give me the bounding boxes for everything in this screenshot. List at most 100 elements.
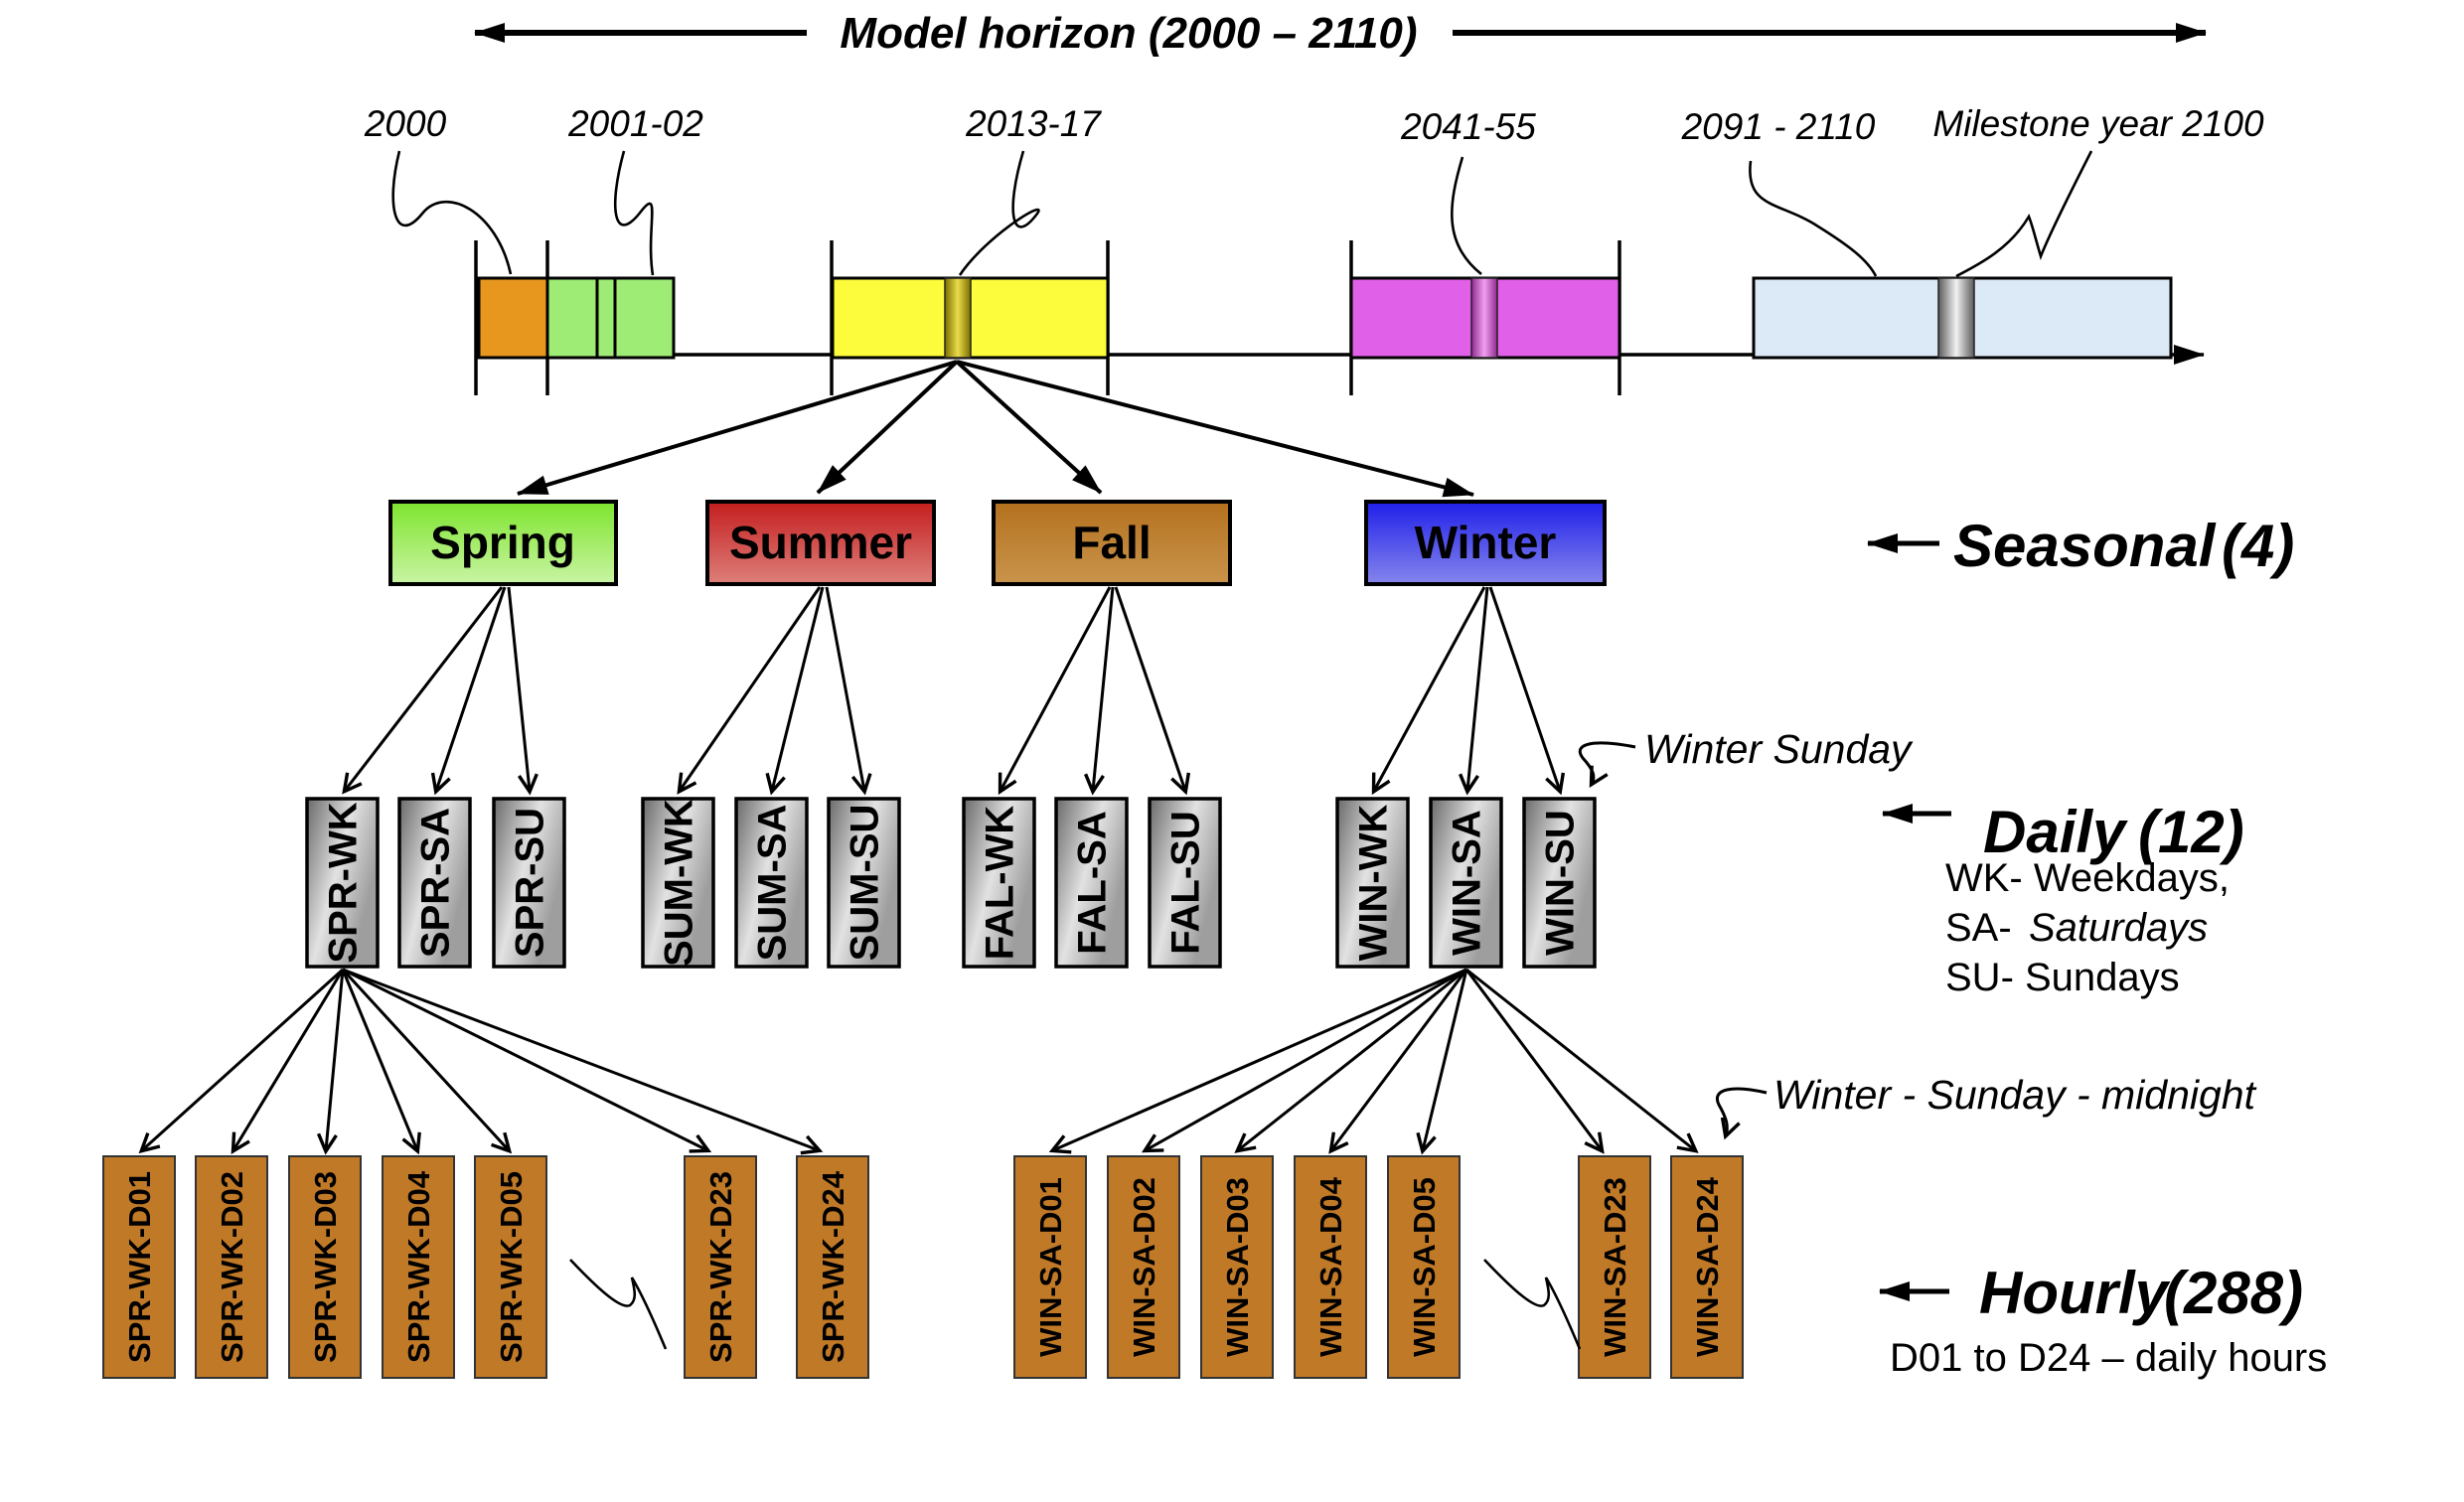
season-box-summer bbox=[705, 500, 936, 586]
arrow-line bbox=[1141, 968, 1467, 1153]
leader-line bbox=[1955, 150, 2093, 278]
daily-box bbox=[1522, 797, 1597, 969]
hourly-count: (288) bbox=[2164, 1260, 2303, 1326]
arrow-line bbox=[816, 360, 959, 495]
arrow-line bbox=[956, 360, 1474, 498]
arrow-line bbox=[342, 968, 712, 1153]
hourly-boxes-spring: SPR-WK-D01 SPR-WK-D02 SPR-WK-D03 SPR-WK-… bbox=[102, 1155, 869, 1379]
daily-box-label: SUM-WK bbox=[658, 799, 701, 967]
hourly-box bbox=[382, 1155, 455, 1379]
arrow-line bbox=[316, 969, 345, 1155]
period-labels: 2000 2001-02 2013-17 2041-55 2091 - 2110… bbox=[364, 103, 2264, 147]
annotation-arrow bbox=[1578, 741, 1636, 789]
milestone-stripe-2048 bbox=[1470, 277, 1498, 359]
milestone-stripe-2015 bbox=[944, 277, 972, 359]
break-squiggle bbox=[569, 1259, 668, 1350]
annotation-winter-sunday: Winter Sunday bbox=[1644, 726, 1914, 772]
hourly-box bbox=[102, 1155, 176, 1379]
leader-line bbox=[1749, 160, 1878, 277]
hourly-box-label: WIN-SA-D01 bbox=[1033, 1177, 1068, 1357]
arrow-line bbox=[1464, 969, 1605, 1154]
daily-box bbox=[734, 797, 809, 969]
hourly-legend: D01 to D24 – daily hours bbox=[1890, 1336, 2327, 1380]
daily-legend-sa-word: Saturdays bbox=[2029, 906, 2208, 950]
season-label-winter: Winter bbox=[1415, 517, 1557, 568]
hourly-box bbox=[288, 1155, 362, 1379]
daily-box bbox=[1429, 797, 1503, 969]
daily-box-label: WIN-WK bbox=[1352, 805, 1396, 962]
daily-box bbox=[827, 797, 901, 969]
daily-box-label: SUM-SU bbox=[844, 805, 887, 962]
daily-count: (12) bbox=[2138, 799, 2244, 865]
arrow-line bbox=[341, 969, 421, 1155]
hourly-box bbox=[1387, 1155, 1461, 1379]
arrow-line bbox=[1328, 969, 1468, 1154]
arrow-line bbox=[1459, 586, 1489, 796]
hourly-box bbox=[1107, 1155, 1180, 1379]
hourly-box bbox=[796, 1155, 869, 1379]
leader-line bbox=[391, 150, 513, 275]
season-box-winter bbox=[1364, 500, 1607, 586]
arrow-line bbox=[341, 968, 513, 1154]
arrow-line bbox=[825, 586, 872, 796]
arrow-line bbox=[430, 586, 507, 796]
hourly-box bbox=[1578, 1155, 1651, 1379]
season-box-spring bbox=[388, 500, 618, 586]
arrow-line bbox=[1488, 586, 1566, 796]
hourly-box-label: SPR-WK-D24 bbox=[816, 1170, 850, 1363]
daily-legend-wk: WK- Weekdays, bbox=[1945, 856, 2230, 900]
daily-box-label: SUM-SA bbox=[751, 805, 795, 962]
arrow-line bbox=[998, 586, 1112, 796]
hourly-box-label: SPR-WK-D01 bbox=[122, 1171, 157, 1363]
season-boxes: Spring Summer Fall Winter bbox=[388, 500, 1607, 586]
arrow-line bbox=[342, 968, 824, 1155]
leader-line bbox=[958, 150, 1040, 276]
page-title: Model horizon (2000 – 2110) bbox=[840, 9, 1417, 58]
daily-box-label: FAL-WK bbox=[979, 806, 1022, 961]
hourly-box-label: WIN-SA-D05 bbox=[1407, 1177, 1442, 1357]
arrow-line bbox=[231, 969, 345, 1154]
timeline-period-boxes bbox=[477, 276, 2173, 360]
hourly-title: Hourly bbox=[1979, 1260, 2171, 1326]
leader-line bbox=[613, 150, 655, 276]
hourly-box-label: WIN-SA-D24 bbox=[1690, 1176, 1725, 1357]
period-label-2041-55: 2041-55 bbox=[1400, 106, 1536, 147]
daily-box bbox=[397, 797, 472, 969]
period-label-2013-17: 2013-17 bbox=[965, 103, 1102, 144]
daily-boxes: SPR-WK SPR-SA SPR-SU SUM-WK SUM-SA SUM-S… bbox=[305, 797, 1597, 969]
period-box-2001-02 bbox=[545, 276, 676, 360]
season-label-fall: Fall bbox=[1072, 517, 1151, 568]
hourly-box bbox=[474, 1155, 547, 1379]
hourly-box-label: SPR-WK-D05 bbox=[494, 1171, 529, 1363]
arrow-line bbox=[1465, 968, 1699, 1153]
period-box-2000 bbox=[477, 276, 549, 360]
arrow-line bbox=[1048, 968, 1467, 1154]
hourly-box bbox=[1294, 1155, 1367, 1379]
hourly-box-label: WIN-SA-D04 bbox=[1313, 1176, 1348, 1357]
hourly-box-label: WIN-SA-D02 bbox=[1127, 1177, 1161, 1357]
daily-box bbox=[1054, 797, 1129, 969]
hourly-box-label: WIN-SA-D03 bbox=[1220, 1177, 1255, 1357]
arrow-line bbox=[138, 968, 345, 1154]
milestone-label: Milestone year 2100 bbox=[1932, 103, 2264, 144]
model-horizon-header: Model horizon (2000 – 2110) bbox=[474, 9, 2207, 58]
seasonal-count: (4) bbox=[2222, 513, 2294, 579]
daily-box bbox=[962, 797, 1036, 969]
daily-box bbox=[305, 797, 380, 969]
hourly-box-label: SPR-WK-D02 bbox=[215, 1171, 249, 1363]
hourly-box-label: SPR-WK-D04 bbox=[401, 1170, 436, 1363]
daily-to-hourly-arrows bbox=[138, 968, 1699, 1155]
season-box-fall bbox=[992, 500, 1232, 586]
daily-legend-su: SU- Sundays bbox=[1945, 956, 2180, 999]
hourly-box-label: WIN-SA-D23 bbox=[1598, 1177, 1632, 1357]
hourly-box bbox=[1013, 1155, 1087, 1379]
arrow-line bbox=[1234, 968, 1467, 1153]
arrow-line bbox=[517, 360, 958, 496]
daily-box-label: FAL-SU bbox=[1164, 811, 1208, 954]
arrow-line bbox=[677, 586, 822, 795]
ellipsis-squiggles bbox=[569, 1259, 1582, 1350]
hourly-box bbox=[1670, 1155, 1744, 1379]
arrow-line bbox=[507, 586, 539, 796]
label-leader-lines bbox=[391, 150, 2093, 278]
